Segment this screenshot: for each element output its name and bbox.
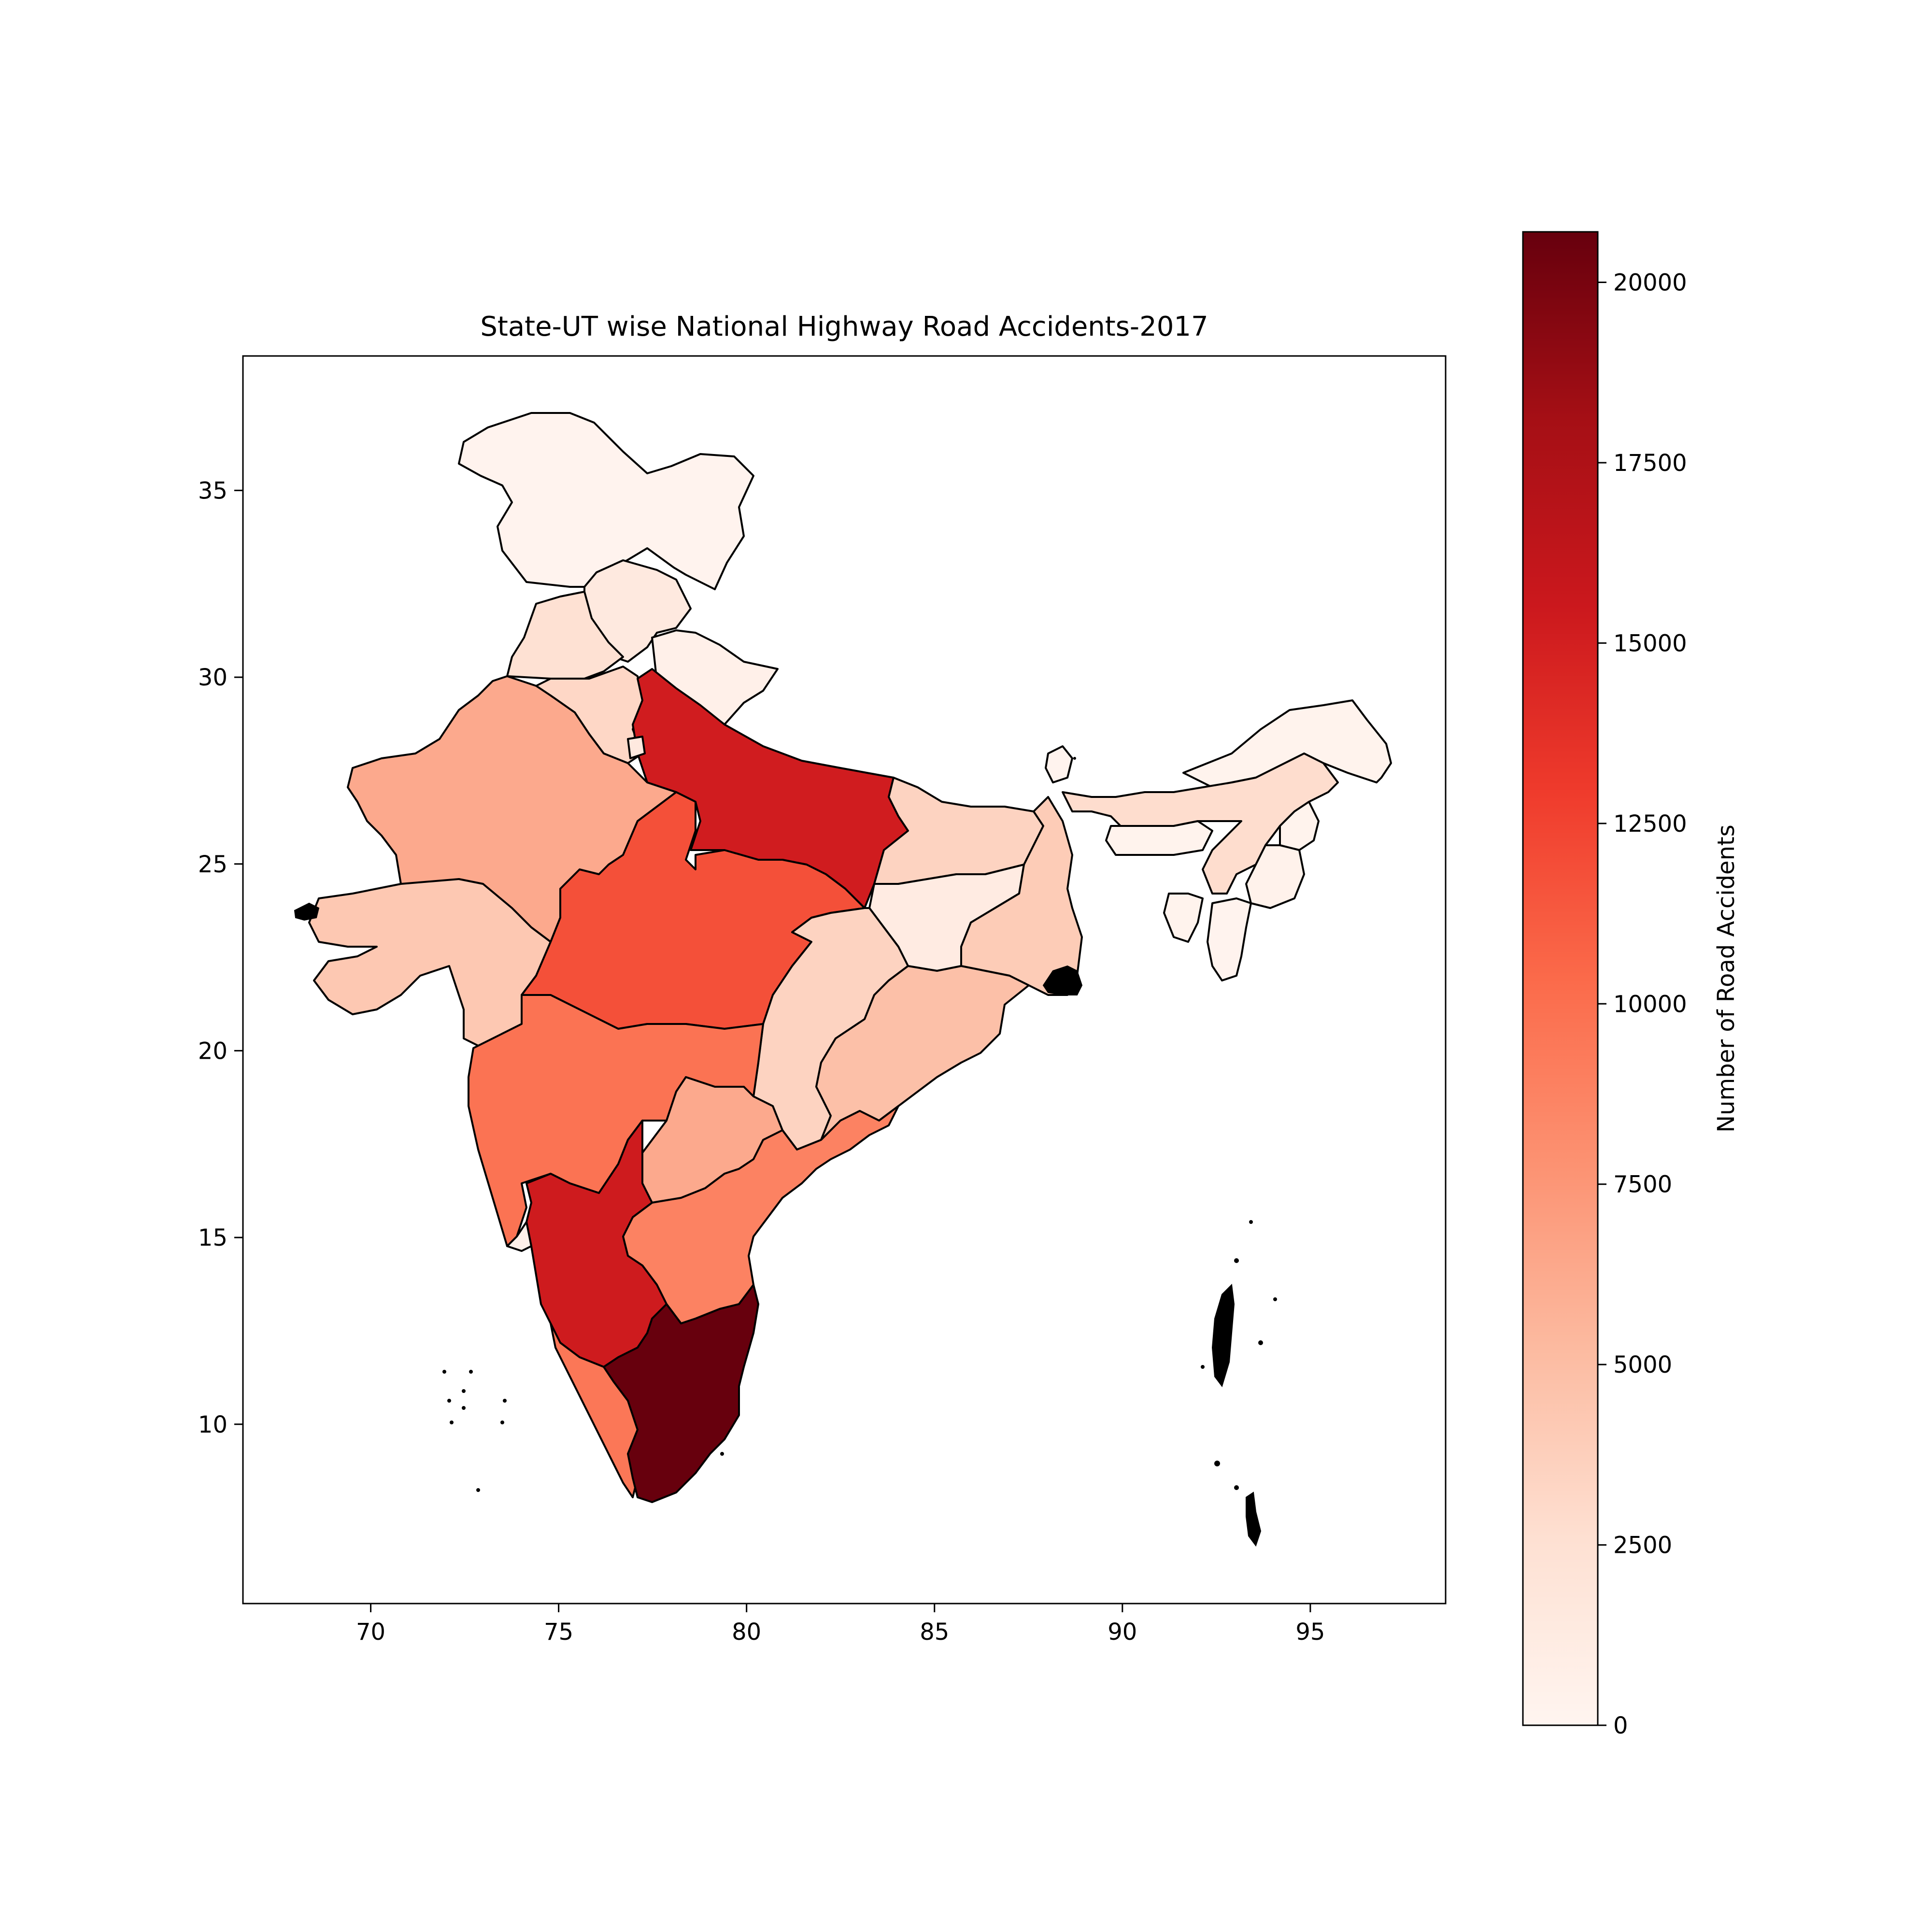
- colorbar-tick-label: 10000: [1613, 991, 1687, 1018]
- y-axis: 10 15 20 25 30 35: [198, 477, 243, 1438]
- x-axis: 70 75 80 85 90 95: [356, 1604, 1325, 1646]
- state-tripura: [1163, 893, 1204, 943]
- state-delhi: [627, 736, 646, 759]
- island-dot: [469, 1370, 473, 1374]
- state-goa: [506, 1221, 532, 1252]
- y-tick-label: 35: [198, 477, 227, 504]
- island-dot: [1258, 1340, 1263, 1345]
- island-dot: [1234, 1485, 1239, 1490]
- state-punjab: [506, 591, 624, 680]
- x-tick-label: 80: [732, 1619, 761, 1646]
- state-manipur: [1245, 844, 1305, 909]
- sundarbans-coast: [1042, 965, 1083, 995]
- island-dot: [1249, 1220, 1253, 1224]
- chart-title: State-UT wise National Highway Road Acci…: [480, 311, 1208, 342]
- andaman-islands: [1211, 1283, 1235, 1388]
- y-tick-label: 25: [198, 851, 227, 878]
- x-tick-label: 90: [1108, 1619, 1137, 1646]
- colorbar: 0 2500 5000 7500 10000 12500 15000 17500 20000 N…: [1522, 231, 1740, 1739]
- colorbar-tick-label: 2500: [1613, 1532, 1672, 1559]
- island-dot: [447, 1399, 451, 1403]
- plot-frame: [242, 355, 1447, 1605]
- x-tick-label: 70: [356, 1619, 385, 1646]
- kutch-coast: [294, 902, 320, 921]
- island-dot: [476, 1488, 480, 1492]
- state-gujarat: [308, 878, 552, 1049]
- nicobar-islands: [1246, 1492, 1262, 1547]
- island-dot: [1201, 1365, 1205, 1369]
- colorbar-tick-label: 5000: [1613, 1351, 1672, 1378]
- island-dot: [1273, 1297, 1277, 1301]
- island-dot: [500, 1421, 504, 1424]
- island-dot: [720, 1452, 724, 1456]
- colorbar-tick-label: 12500: [1613, 810, 1687, 838]
- y-tick-label: 10: [198, 1411, 227, 1438]
- island-dot: [450, 1421, 454, 1424]
- island-dot: [1073, 757, 1076, 760]
- x-tick-label: 85: [920, 1619, 949, 1646]
- colorbar-tick-label: 17500: [1613, 450, 1687, 477]
- island-dot: [1214, 1461, 1220, 1466]
- island-dot: [462, 1389, 466, 1393]
- y-tick-label: 20: [198, 1037, 227, 1065]
- island-dot: [503, 1399, 507, 1403]
- island-dot: [462, 1406, 466, 1410]
- state-karnataka: [526, 1120, 668, 1368]
- colorbar-tick-label: 20000: [1613, 270, 1687, 297]
- x-tick-label: 95: [1295, 1619, 1325, 1646]
- colorbar-tick-label: 7500: [1613, 1171, 1672, 1198]
- x-tick-label: 75: [544, 1619, 573, 1646]
- colorbar-gradient: [1522, 231, 1599, 1726]
- state-jammu-and-kashmir: [458, 412, 754, 590]
- state-mizoram: [1207, 897, 1252, 981]
- state-sikkim: [1045, 745, 1073, 783]
- y-tick-label: 15: [198, 1224, 227, 1251]
- colorbar-tick-label: 15000: [1613, 630, 1687, 657]
- state-polygons: [308, 412, 1392, 1503]
- colorbar-tick-label: 0: [1613, 1712, 1628, 1739]
- state-meghalaya: [1105, 820, 1213, 856]
- island-dot: [442, 1370, 446, 1374]
- colorbar-ticks: 0 2500 5000 7500 10000 12500 15000 17500 20000: [1598, 270, 1687, 1739]
- island-dot: [1234, 1258, 1239, 1263]
- state-tamil-nadu: [603, 1284, 759, 1503]
- y-tick-label: 30: [198, 664, 227, 691]
- colorbar-label: Number of Road Accidents: [1713, 824, 1740, 1133]
- island-shapes: [294, 757, 1277, 1547]
